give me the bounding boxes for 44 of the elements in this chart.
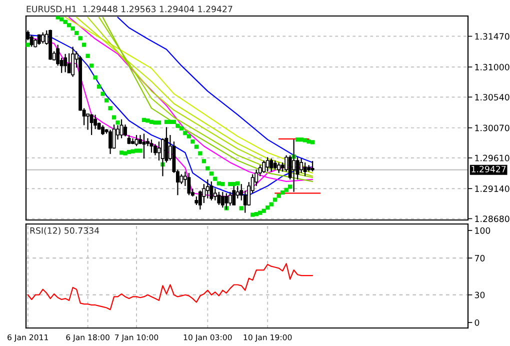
- candlestick: [180, 174, 184, 185]
- y-tick-label: 0: [474, 319, 480, 326]
- candlestick: [303, 162, 307, 177]
- candlestick: [41, 32, 45, 44]
- candlestick: [300, 158, 304, 174]
- candlestick: [273, 160, 277, 170]
- y-tick-label: 1.30070: [475, 124, 510, 132]
- candlestick: [71, 46, 75, 78]
- candlestick: [124, 124, 127, 137]
- line-series: [27, 263, 314, 310]
- y-tick-label: 70: [474, 254, 485, 262]
- candlestick: [210, 180, 214, 201]
- candlestick: [64, 53, 68, 73]
- ref-line-label: 1.29427: [472, 166, 506, 172]
- y-tick-label: 1.29140: [475, 185, 510, 192]
- candlestick: [67, 52, 71, 74]
- candlestick: [262, 160, 266, 174]
- candlestick: [90, 114, 94, 136]
- y-tick-label: 1.30540: [475, 94, 510, 100]
- candlestick: [101, 124, 105, 136]
- chart-title: RSI(12) 50.7334: [30, 227, 100, 235]
- y-tick-label: 1.31470: [475, 33, 510, 40]
- candlestick: [134, 134, 138, 147]
- candlestick: [217, 191, 221, 206]
- y-tick-label: 30: [474, 292, 485, 298]
- candlestick: [213, 188, 217, 201]
- candlestick: [206, 178, 210, 199]
- candlestick: [157, 140, 161, 162]
- candlestick: [187, 172, 191, 196]
- chart-title: EURUSD,H1 1.29448 1.29563 1.29404 1.29427: [26, 6, 232, 14]
- candlestick: [266, 156, 270, 172]
- candlestick: [108, 129, 112, 155]
- candlestick: [220, 191, 224, 208]
- candlestick: [277, 162, 281, 174]
- candlestick: [310, 160, 314, 172]
- line-series: [117, 16, 314, 164]
- y-tick-label: 1.29610: [475, 154, 510, 162]
- y-tick-label: 100: [475, 227, 490, 234]
- candlestick: [270, 158, 274, 172]
- candlestick: [150, 139, 154, 154]
- candlestick: [30, 34, 34, 48]
- y-tick-label: 1.28680: [475, 216, 510, 222]
- y-tick-label: 1.31000: [475, 64, 510, 70]
- candlestick: [228, 191, 232, 206]
